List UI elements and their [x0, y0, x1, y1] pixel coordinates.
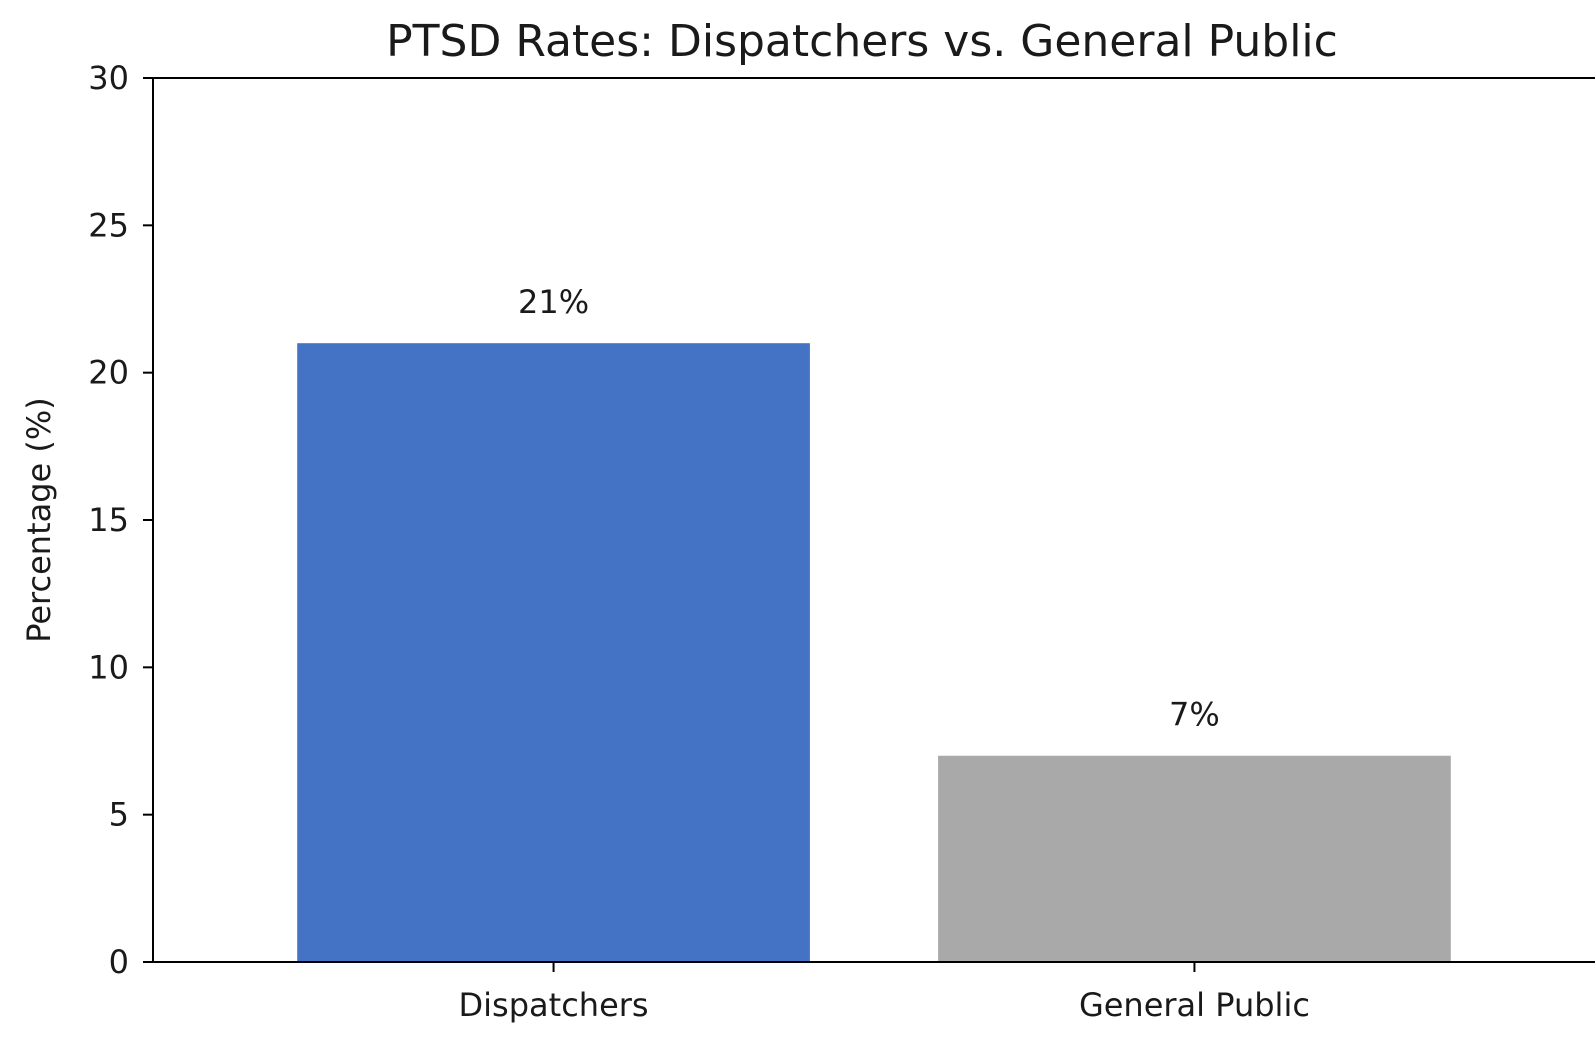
y-tick-label: 10 [88, 648, 129, 686]
y-ticks: 0 5 10 15 20 25 30 [88, 59, 153, 981]
data-label-dispatchers: 21% [518, 283, 589, 321]
data-label-general-public: 7% [1169, 696, 1220, 734]
y-tick-label: 20 [88, 354, 129, 392]
x-ticks: Dispatchers General Public [459, 962, 1310, 1024]
data-labels: 21% 7% [518, 283, 1220, 734]
chart-title: PTSD Rates: Dispatchers vs. General Publ… [386, 16, 1338, 67]
bar-general-public [938, 755, 1451, 962]
x-axis: Dispatchers General Public [153, 77, 1595, 1024]
bars [297, 343, 1451, 962]
y-tick-label: 25 [88, 206, 129, 244]
y-tick-label: 15 [88, 501, 129, 539]
y-axis: 0 5 10 15 20 25 30 [88, 59, 154, 981]
y-tick-label: 5 [109, 796, 129, 834]
y-tick-label: 30 [88, 59, 129, 97]
x-tick-label: Dispatchers [459, 986, 649, 1024]
y-axis-label: Percentage (%) [20, 397, 58, 643]
y-tick-label: 0 [109, 943, 129, 981]
bar-dispatchers [297, 343, 810, 962]
x-tick-label: General Public [1079, 986, 1310, 1024]
